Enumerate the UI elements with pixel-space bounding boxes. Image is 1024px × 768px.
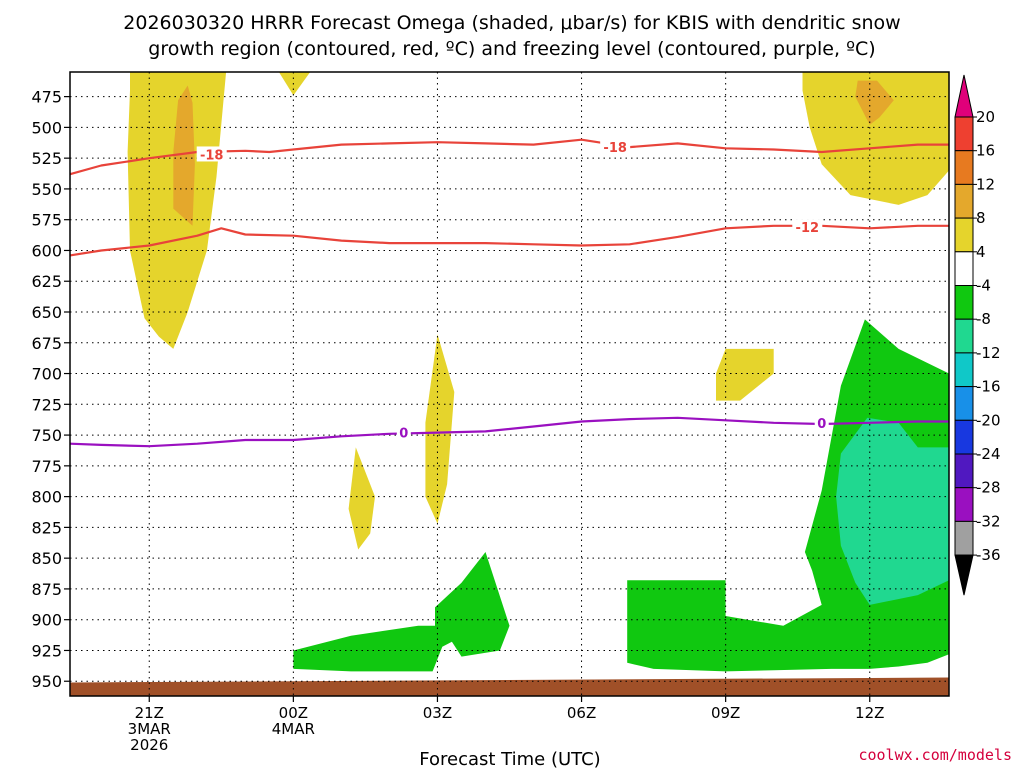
- y-tick-label: 775: [31, 457, 62, 476]
- y-tick-label: 750: [31, 426, 62, 445]
- y-tick-label: 600: [31, 241, 62, 260]
- colorbar-bin: [954, 386, 974, 421]
- x-tick-label: 03Z: [423, 704, 452, 722]
- colorbar-bin: [954, 419, 974, 455]
- omega-region-4: [425, 334, 455, 524]
- colorbar-bin: [954, 251, 974, 287]
- y-tick-label: 475: [31, 88, 62, 107]
- colorbar-tick-label: -16: [976, 378, 1001, 396]
- omega-region-1: [173, 85, 195, 226]
- colorbar-bin: [954, 116, 974, 152]
- y-tick-label: 825: [31, 518, 62, 537]
- omega-region-6: [802, 72, 949, 205]
- colorbar-bin: [954, 150, 974, 185]
- y-tick-label: 700: [31, 365, 62, 384]
- colorbar-top-arrow: [954, 74, 974, 118]
- y-tick-label: 650: [31, 303, 62, 322]
- colorbar-tick-label: -28: [976, 479, 1001, 497]
- colorbar-bin: [954, 285, 974, 320]
- y-axis: 475 500 525 550 575 600 625 650 675 700 725 750 775 8…: [31, 88, 70, 691]
- colorbar-tick-label: 12: [976, 175, 995, 193]
- chart-title-line2: growth region (contoured, red, ºC) and f…: [148, 38, 875, 60]
- colorbar-tick-label: -8: [976, 310, 991, 328]
- colorbar-tick-label: 20: [976, 108, 995, 126]
- contour-label: -18: [603, 141, 627, 156]
- plot-frame: [69, 71, 950, 697]
- contour-label-bg: [792, 219, 823, 235]
- colorbar-bin: [954, 520, 974, 556]
- omega-region-7: [855, 80, 894, 125]
- y-tick-label: 875: [31, 580, 62, 599]
- omega-region-10: [836, 417, 949, 605]
- colorbar-bin: [954, 453, 974, 489]
- contour-line-0: [69, 416, 949, 448]
- credit-text: coolwx.com/models: [858, 746, 1012, 764]
- contour-label-bg: [600, 139, 631, 155]
- omega-region-3: [348, 447, 375, 550]
- y-tick-label: 800: [31, 488, 62, 507]
- contour-layer: -18 -18 -12 0 0: [69, 138, 949, 448]
- contour-label-bg: [396, 424, 411, 440]
- contour-label-bg: [196, 146, 227, 162]
- x-axis-label: Forecast Time (UTC): [419, 749, 600, 768]
- y-tick-label: 525: [31, 149, 62, 168]
- x-tick-label: 3MAR: [128, 720, 171, 738]
- ground-fill: [70, 677, 949, 696]
- x-tick-label: 12Z: [855, 704, 884, 722]
- colorbar-bin: [954, 487, 974, 522]
- y-tick-label: 725: [31, 395, 62, 414]
- contour-label: 0: [399, 427, 408, 442]
- y-tick-label: 500: [31, 118, 62, 137]
- colorbar-tick-label: 4: [976, 243, 986, 261]
- colorbar-bin: [954, 183, 974, 219]
- x-tick-label: 06Z: [567, 704, 596, 722]
- colorbar-tick-label: -20: [976, 411, 1001, 429]
- x-tick-label: 2026: [130, 736, 168, 754]
- y-tick-label: 950: [31, 672, 62, 691]
- omega-region-2: [278, 72, 311, 96]
- omega-region-8: [293, 552, 510, 672]
- colorbar-bottom-arrow: [954, 554, 974, 596]
- colorbar-bin: [954, 352, 974, 388]
- omega-region-5: [716, 348, 774, 401]
- colorbar-tick-label: -4: [976, 277, 991, 295]
- colorbar-tick-label: -36: [976, 546, 1001, 564]
- colorbar-bin: [954, 318, 974, 354]
- colorbar: 20 16 12 8 4 -4 -8 -12 -16 -20 -24 -28 -32 -36: [954, 74, 1001, 596]
- contour-label-bg: [814, 414, 829, 430]
- x-tick-label: 21Z: [135, 704, 164, 722]
- x-tick-label: 00Z: [279, 704, 308, 722]
- colorbar-tick-label: 8: [976, 209, 986, 227]
- y-tick-label: 675: [31, 334, 62, 353]
- colorbar-bin: [954, 217, 974, 253]
- contour-label: -12: [796, 221, 820, 236]
- colorbar-tick-label: -12: [976, 344, 1001, 362]
- chart-title-line1: 2026030320 HRRR Forecast Omega (shaded, …: [123, 12, 900, 34]
- colorbar-tick-label: 16: [976, 142, 995, 160]
- x-tick-label: 09Z: [711, 704, 740, 722]
- y-tick-label: 575: [31, 211, 62, 230]
- y-tick-label: 850: [31, 549, 62, 568]
- y-tick-label: 900: [31, 611, 62, 630]
- y-tick-label: 625: [31, 272, 62, 291]
- colorbar-tick-label: -32: [976, 512, 1001, 530]
- ground-layer: [70, 677, 949, 696]
- omega-shading-layer: [127, 72, 949, 672]
- colorbar-tick-label: -24: [976, 445, 1001, 463]
- x-tick-label: 4MAR: [272, 720, 315, 738]
- plot-area: -18 -18 -12 0 0: [69, 71, 950, 697]
- y-tick-label: 550: [31, 180, 62, 199]
- contour-label: -18: [200, 148, 224, 163]
- contour-label: 0: [817, 417, 826, 432]
- y-tick-label: 925: [31, 641, 62, 660]
